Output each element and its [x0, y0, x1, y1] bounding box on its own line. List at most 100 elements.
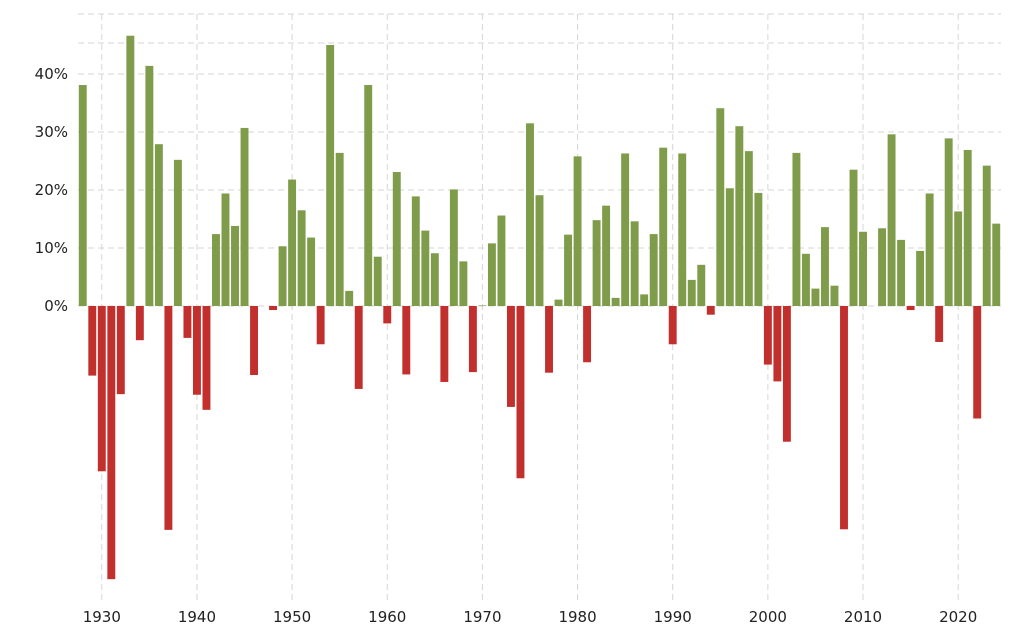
bar-1959[interactable] — [373, 256, 382, 306]
bar-1951[interactable] — [297, 210, 306, 306]
bar-1930[interactable] — [97, 306, 106, 472]
bar-1998[interactable] — [744, 151, 753, 306]
bar-1966[interactable] — [440, 306, 449, 382]
bar-1968[interactable] — [459, 261, 468, 306]
bar-1990[interactable] — [668, 306, 677, 345]
bar-1975[interactable] — [526, 123, 534, 306]
y-tick-label: 40% — [35, 65, 68, 83]
bar-2017[interactable] — [925, 193, 934, 306]
bar-1961[interactable] — [392, 172, 401, 306]
bar-1984[interactable] — [611, 297, 620, 306]
bar-1971[interactable] — [487, 243, 496, 306]
y-tick-label: 10% — [35, 239, 68, 257]
bar-2014[interactable] — [897, 239, 906, 306]
bar-1942[interactable] — [212, 234, 220, 306]
bar-1976[interactable] — [535, 195, 544, 306]
bar-1943[interactable] — [221, 193, 230, 306]
bar-1945[interactable] — [240, 127, 249, 306]
bar-2003[interactable] — [792, 152, 801, 306]
bar-1992[interactable] — [687, 279, 696, 306]
bar-1953[interactable] — [316, 306, 325, 345]
bar-1997[interactable] — [735, 126, 744, 306]
bar-1981[interactable] — [583, 306, 592, 363]
bar-1972[interactable] — [497, 215, 506, 306]
bar-1931[interactable] — [107, 306, 116, 580]
bar-1986[interactable] — [630, 221, 639, 306]
bar-2000[interactable] — [763, 306, 772, 365]
bar-2018[interactable] — [935, 306, 944, 342]
bar-1967[interactable] — [449, 189, 458, 306]
bar-1983[interactable] — [602, 205, 611, 306]
bar-1980[interactable] — [573, 156, 582, 306]
bar-1936[interactable] — [154, 144, 163, 306]
bar-1950[interactable] — [288, 179, 297, 306]
bar-1954[interactable] — [326, 45, 335, 306]
bar-2016[interactable] — [916, 250, 925, 306]
bar-2001[interactable] — [773, 306, 782, 382]
bar-1979[interactable] — [564, 234, 573, 306]
bar-2002[interactable] — [782, 306, 791, 442]
bar-1991[interactable] — [678, 153, 687, 306]
bar-1988[interactable] — [649, 234, 658, 306]
bar-2013[interactable] — [887, 134, 896, 306]
bar-1944[interactable] — [231, 225, 239, 306]
bar-1929[interactable] — [88, 306, 97, 376]
bar-1937[interactable] — [164, 306, 173, 530]
bar-2008[interactable] — [840, 306, 848, 530]
bar-1970[interactable] — [478, 305, 487, 306]
bar-1982[interactable] — [592, 220, 601, 306]
bar-1993[interactable] — [697, 264, 706, 306]
bar-1933[interactable] — [126, 35, 135, 306]
bar-2020[interactable] — [954, 211, 963, 306]
bar-1999[interactable] — [754, 192, 763, 306]
bar-2007[interactable] — [830, 285, 839, 306]
bar-1994[interactable] — [706, 306, 715, 315]
bar-2019[interactable] — [944, 138, 953, 306]
bar-1946[interactable] — [250, 306, 258, 376]
bar-1969[interactable] — [468, 306, 477, 373]
bar-1963[interactable] — [411, 196, 420, 306]
bar-1941[interactable] — [202, 306, 211, 410]
bar-1934[interactable] — [135, 306, 144, 341]
bar-1939[interactable] — [183, 306, 192, 338]
bar-2004[interactable] — [801, 253, 810, 306]
bar-1956[interactable] — [345, 290, 354, 306]
bar-1973[interactable] — [507, 306, 515, 407]
bar-1957[interactable] — [354, 306, 363, 389]
bar-1955[interactable] — [335, 152, 344, 306]
bar-1948[interactable] — [269, 306, 278, 311]
bar-2015[interactable] — [906, 306, 915, 311]
bar-1960[interactable] — [383, 306, 392, 324]
bar-1964[interactable] — [421, 230, 430, 306]
bar-1952[interactable] — [307, 237, 316, 306]
bar-2023[interactable] — [982, 165, 991, 306]
bar-1996[interactable] — [725, 188, 734, 306]
bar-1995[interactable] — [716, 108, 725, 306]
bar-2024[interactable] — [992, 223, 1001, 306]
bar-2005[interactable] — [811, 288, 820, 306]
bar-1977[interactable] — [545, 306, 553, 373]
bar-1989[interactable] — [659, 147, 668, 306]
bar-1938[interactable] — [173, 159, 182, 306]
bar-1962[interactable] — [402, 306, 411, 375]
bar-1978[interactable] — [554, 299, 563, 306]
bar-2022[interactable] — [973, 306, 982, 419]
x-tick-label: 1990 — [654, 608, 692, 626]
bar-2012[interactable] — [878, 228, 887, 306]
bar-1958[interactable] — [364, 85, 373, 307]
bar-1935[interactable] — [145, 65, 154, 306]
bar-1949[interactable] — [278, 246, 287, 306]
bar-1985[interactable] — [621, 153, 630, 306]
bar-2010[interactable] — [859, 231, 867, 306]
bar-1987[interactable] — [640, 294, 649, 306]
bar-1974[interactable] — [516, 306, 525, 479]
bar-2021[interactable] — [963, 149, 972, 306]
bar-1965[interactable] — [430, 253, 439, 306]
bar-1932[interactable] — [116, 306, 125, 395]
bar-2009[interactable] — [849, 169, 858, 306]
gridlines — [78, 13, 1001, 600]
bar-2006[interactable] — [821, 227, 829, 306]
bar-1940[interactable] — [192, 306, 201, 395]
bar-1928[interactable] — [78, 85, 87, 307]
